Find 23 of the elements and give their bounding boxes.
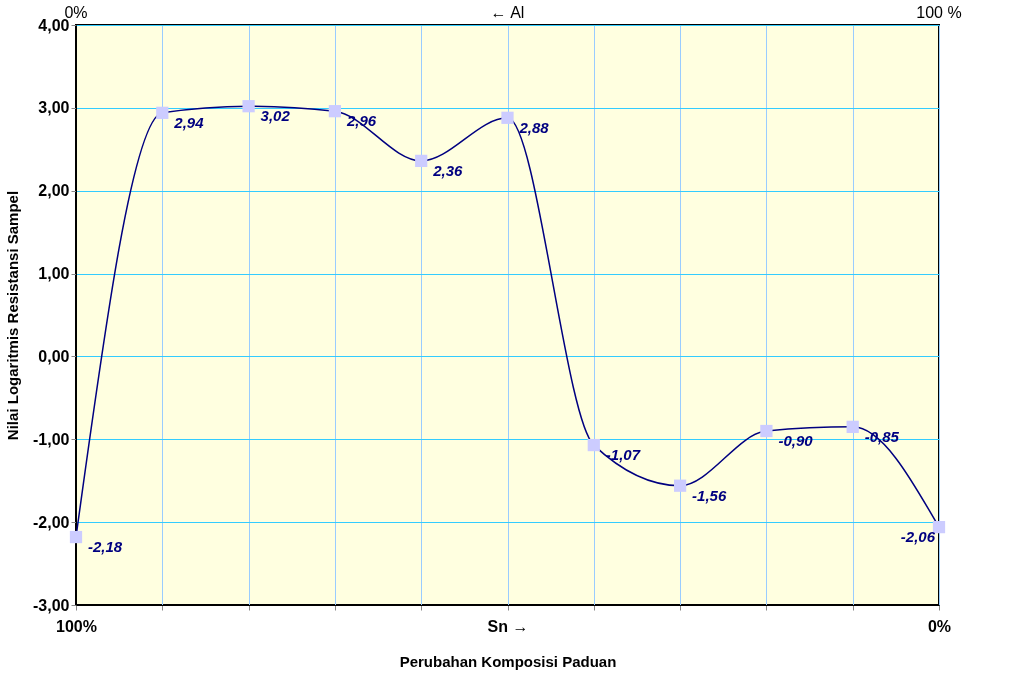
text: ← Al — [490, 4, 525, 21]
x-axis-title: Perubahan Komposisi Paduan — [399, 652, 617, 670]
data-label: -2,18 — [88, 538, 123, 556]
y-tick-label: -3,00 — [33, 596, 70, 614]
text: 0% — [64, 4, 88, 21]
data-label: 2,94 — [173, 113, 205, 131]
text: 100 % — [916, 4, 962, 21]
data-label: -2,06 — [900, 528, 936, 546]
data-label: 2,88 — [518, 118, 550, 136]
data-label: -1,56 — [692, 486, 727, 504]
y-tick-label: 2,00 — [38, 182, 70, 200]
y-tick-label: -2,00 — [33, 513, 70, 531]
data-label: -1,07 — [605, 446, 641, 464]
y-tick-label: 1,00 — [38, 265, 70, 283]
y-tick-label: 0,00 — [38, 347, 70, 365]
data-label: 3,02 — [260, 107, 291, 125]
y-tick-label: 3,00 — [38, 99, 70, 117]
y-tick-label: -1,00 — [33, 430, 70, 448]
y-axis-title: Nilai Logaritmis Resistansi Sampel — [4, 190, 22, 441]
data-label: 2,36 — [432, 161, 464, 179]
x-tick-label: 100% — [56, 617, 97, 635]
x-tick-label: Sn → — [487, 617, 529, 635]
x-tick-label: 0% — [927, 617, 952, 635]
